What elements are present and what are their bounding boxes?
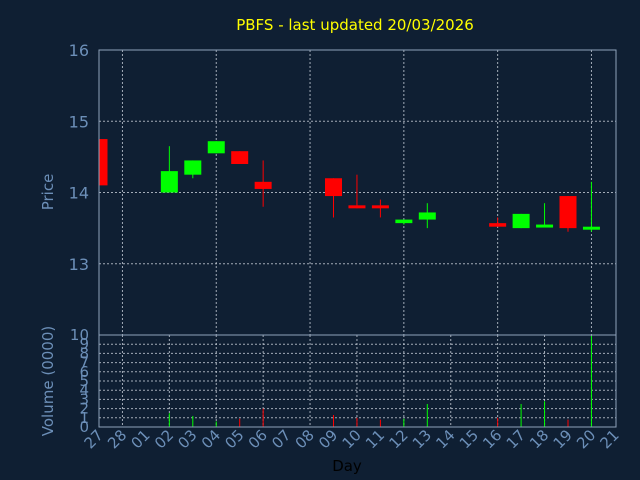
x-tick-label: 01 — [127, 426, 153, 452]
volume-panel-frame — [98, 334, 617, 428]
candle-body — [418, 212, 436, 220]
volume-tick-label: 0 — [79, 418, 89, 436]
candle-body — [512, 213, 530, 229]
candle-body — [207, 141, 225, 154]
volume-tick-label: 10 — [70, 326, 89, 344]
volume-tick-label: 7 — [79, 354, 89, 372]
candle-body — [325, 178, 342, 197]
candle-body — [99, 139, 108, 186]
volume-axis-label: Volume (0000) — [39, 326, 57, 436]
candle-body — [184, 160, 202, 175]
x-tick-label: 18 — [526, 426, 552, 452]
price-axis-label: Price — [39, 174, 57, 211]
candle-body — [536, 224, 554, 228]
x-tick-label: 03 — [174, 426, 200, 452]
x-tick-label: 19 — [550, 426, 576, 452]
x-axis-label: Day — [332, 457, 362, 475]
x-tick-label: 21 — [596, 426, 622, 452]
candle-body — [559, 196, 577, 229]
x-tick-label: 28 — [104, 426, 130, 452]
price-tick-label: 16 — [69, 41, 89, 60]
volume-bars — [168, 335, 592, 427]
volume-gridlines — [99, 335, 616, 427]
volume-tick-label: 4 — [79, 381, 89, 399]
x-tick-label: 11 — [362, 426, 388, 452]
price-tick-label: 15 — [69, 112, 89, 131]
x-tick-label: 06 — [245, 426, 271, 452]
candle-body — [254, 181, 272, 189]
x-tick-label: 20 — [573, 426, 599, 452]
candle-body — [582, 226, 600, 230]
x-tick-label: 09 — [315, 426, 341, 452]
price-tick-label: 14 — [69, 184, 89, 203]
candles — [98, 139, 600, 232]
x-tick-label: 10 — [339, 426, 365, 452]
x-tick-label: 14 — [432, 426, 458, 452]
candle-body — [160, 171, 178, 193]
x-tick-label: 16 — [479, 426, 505, 452]
candle-body — [395, 219, 413, 224]
x-tick-label: 07 — [268, 426, 294, 452]
price-y-ticks: 16 15 14 13 — [69, 41, 89, 274]
x-tick-label: 04 — [198, 426, 224, 452]
volume-tick-label: 3 — [79, 390, 89, 408]
price-tick-label: 13 — [69, 255, 89, 274]
candle-body — [348, 205, 366, 209]
candle-body — [231, 151, 249, 164]
x-tick-label: 02 — [151, 426, 177, 452]
x-tick-label: 17 — [503, 426, 529, 452]
candle-body — [489, 223, 507, 227]
volume-tick-label: 5 — [79, 372, 89, 390]
chart-title: PBFS - last updated 20/03/2026 — [236, 16, 474, 34]
x-tick-label: 08 — [292, 426, 318, 452]
candle-body — [371, 205, 389, 209]
volume-tick-label: 1 — [79, 409, 89, 427]
volume-tick-label: 2 — [79, 400, 89, 418]
price-gridlines — [99, 49, 616, 335]
x-tick-label: 05 — [221, 426, 247, 452]
volume-tick-label: 9 — [79, 335, 89, 353]
volume-tick-label: 8 — [79, 344, 89, 362]
x-tick-label: 15 — [456, 426, 482, 452]
x-axis-ticks: 2728010203040506070809101112131415161718… — [81, 426, 623, 452]
x-tick-label: 13 — [409, 426, 435, 452]
x-tick-label: 12 — [385, 426, 411, 452]
volume-tick-label: 6 — [79, 363, 89, 381]
